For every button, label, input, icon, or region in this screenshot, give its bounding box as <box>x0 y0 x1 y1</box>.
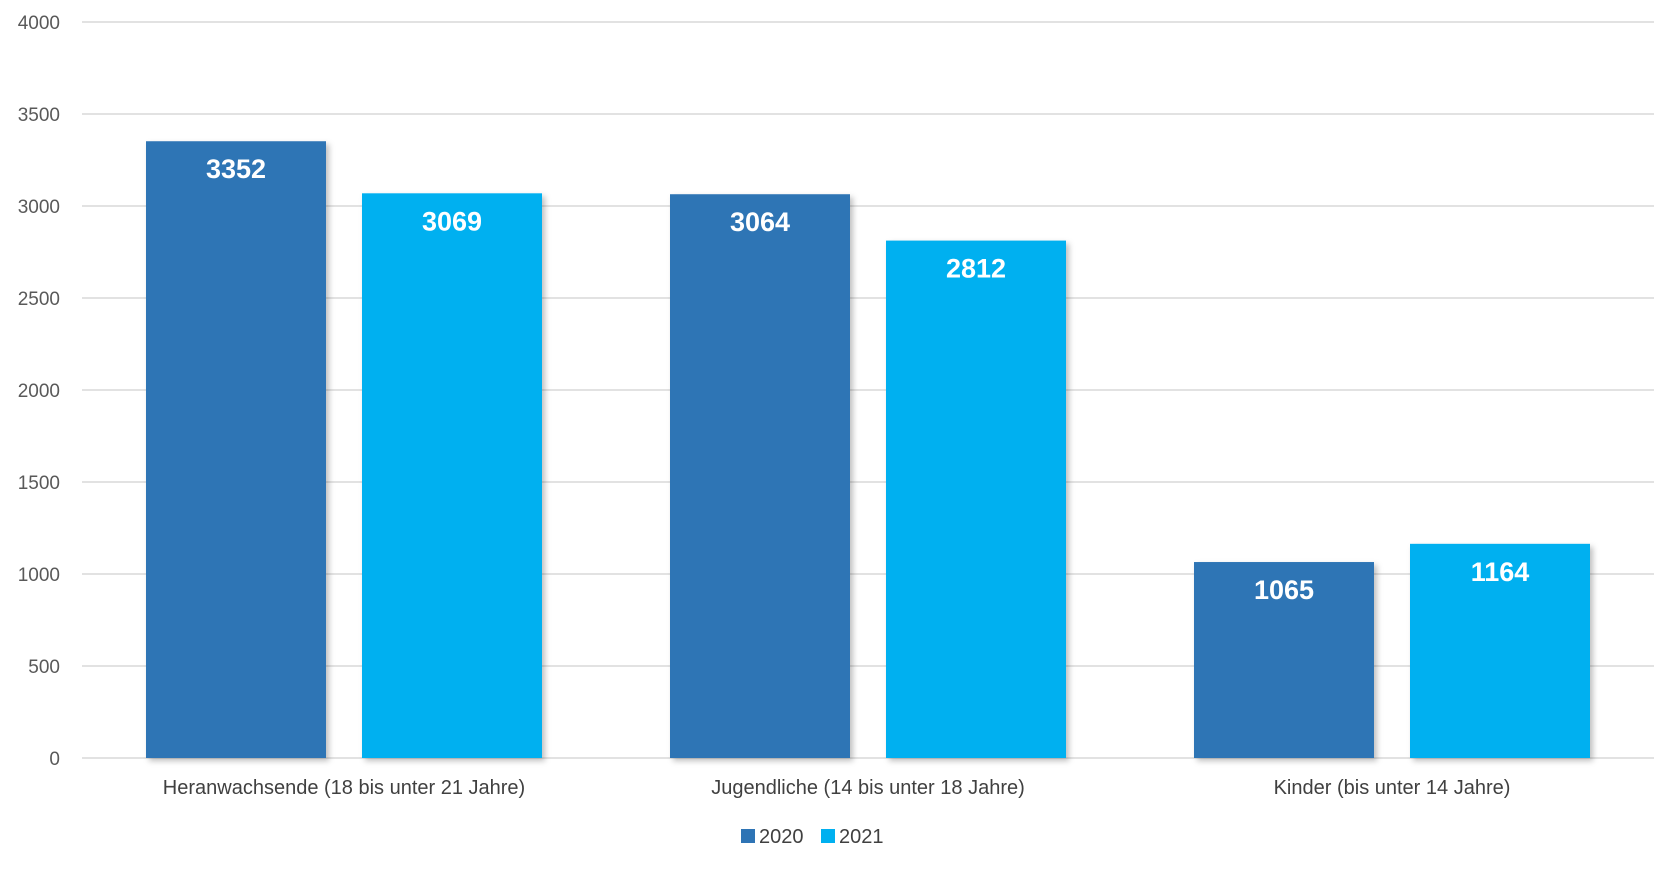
legend: 2020 2021 <box>741 826 884 848</box>
data-label-2021-2: 1164 <box>1471 557 1530 587</box>
legend-label-2021: 2021 <box>839 826 884 848</box>
y-tick-label: 1500 <box>18 473 60 494</box>
y-axis-ticks: 0 500 1000 1500 2000 2500 3000 3500 4000 <box>18 13 60 770</box>
y-tick-label: 1000 <box>18 565 60 586</box>
data-label-2020-2: 1065 <box>1254 575 1314 605</box>
legend-label-2020: 2020 <box>759 826 804 848</box>
bar-2021-2 <box>1410 543 1590 758</box>
bars <box>146 141 1590 759</box>
legend-swatch-2021 <box>821 829 835 843</box>
data-labels: 3352 3069 3064 2812 1065 1164 <box>206 154 1529 605</box>
y-tick-label: 0 <box>49 749 60 770</box>
data-label-2021-1: 2812 <box>946 254 1006 284</box>
bar-2020-1 <box>670 194 850 758</box>
bar-2020-2 <box>1194 562 1374 758</box>
y-tick-label: 2000 <box>18 381 60 402</box>
x-category-label: Kinder (bis unter 14 Jahre) <box>1274 777 1511 799</box>
legend-swatch-2020 <box>741 829 755 843</box>
x-category-label: Heranwachsende (18 bis unter 21 Jahre) <box>163 777 525 799</box>
x-axis-categories: Heranwachsende (18 bis unter 21 Jahre) Ju… <box>163 777 1511 799</box>
y-tick-label: 4000 <box>18 13 60 34</box>
y-tick-label: 2500 <box>18 289 60 310</box>
data-label-2021-0: 3069 <box>422 206 482 236</box>
y-tick-label: 3500 <box>18 105 60 126</box>
gridlines <box>82 21 1654 759</box>
bar-2021-0 <box>362 193 542 758</box>
x-category-label: Jugendliche (14 bis unter 18 Jahre) <box>711 777 1025 799</box>
bar-2020-0 <box>146 141 326 758</box>
y-tick-label: 3000 <box>18 197 60 218</box>
data-label-2020-0: 3352 <box>206 154 266 184</box>
bar-2021-1 <box>886 240 1066 759</box>
data-label-2020-1: 3064 <box>730 207 790 237</box>
y-tick-label: 500 <box>28 657 60 678</box>
